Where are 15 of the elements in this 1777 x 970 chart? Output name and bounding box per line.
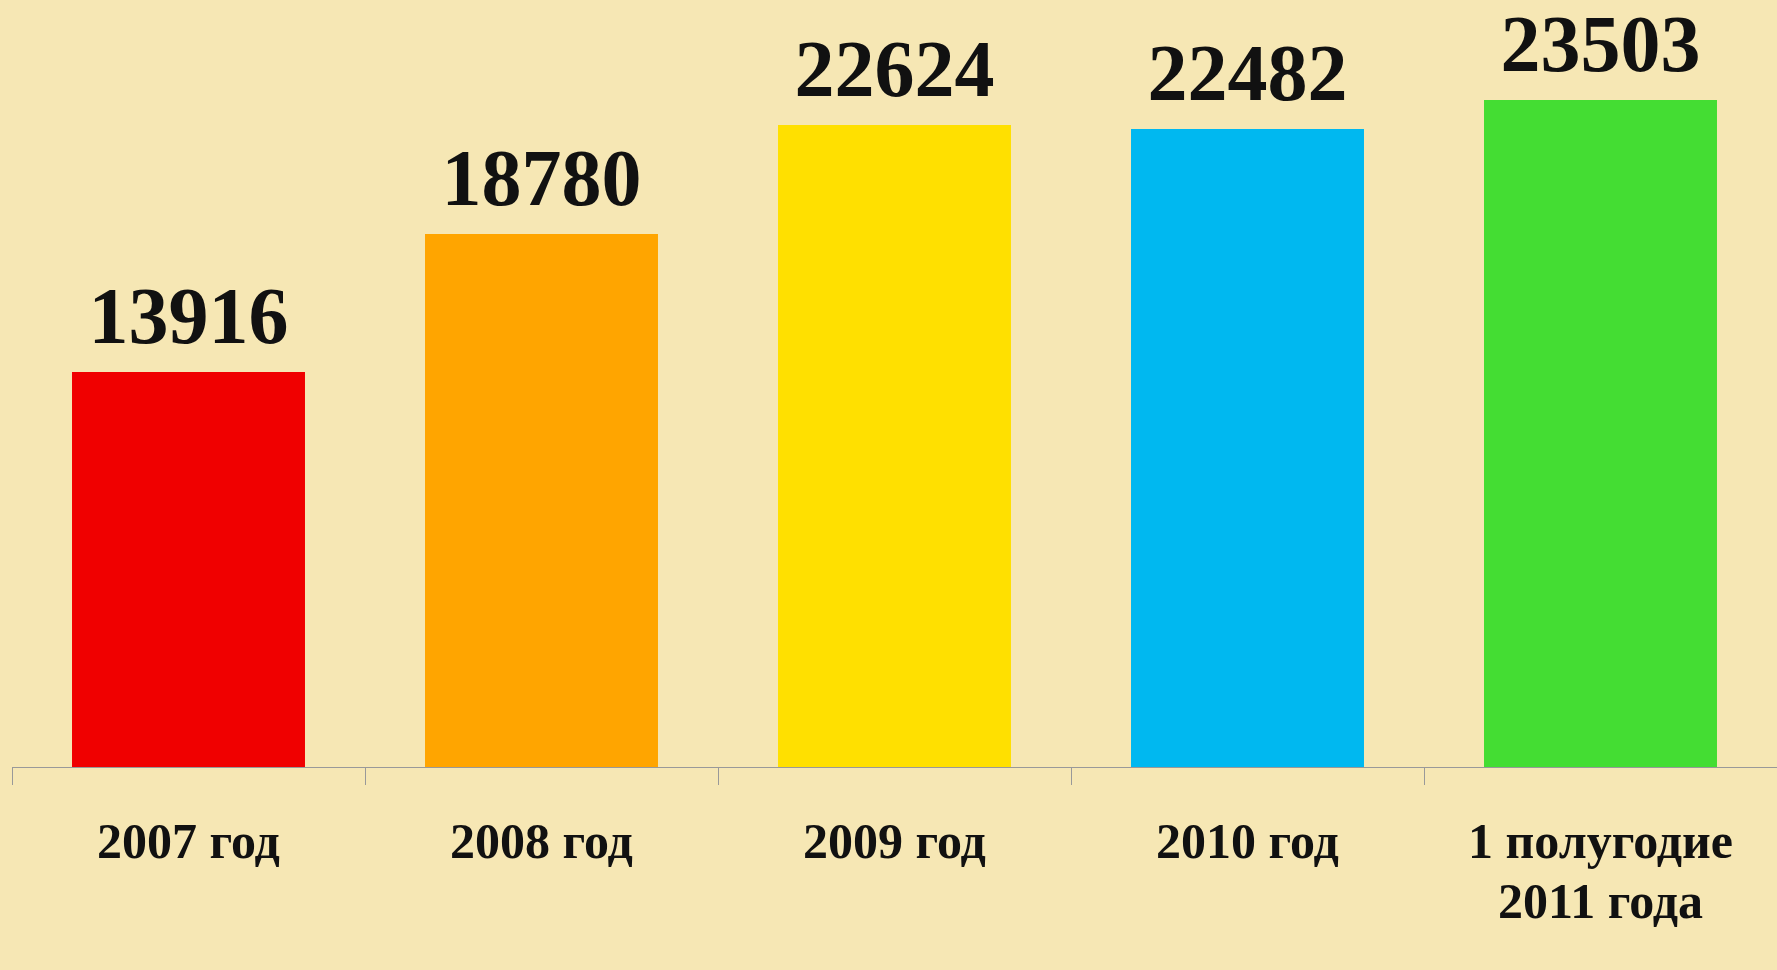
bar [1131, 129, 1364, 767]
data-label: 22482 [1147, 28, 1348, 117]
x-tick-label: 1 полугодие 2011 года [1467, 812, 1734, 929]
bar [425, 234, 658, 767]
bar [72, 372, 305, 767]
x-tick-label: 2008 год [450, 812, 633, 869]
data-label: 18780 [441, 133, 642, 222]
bar [778, 124, 1011, 767]
data-label: 13916 [88, 271, 289, 360]
bar [1484, 100, 1717, 767]
data-label: 22624 [794, 24, 995, 113]
x-tick-label: 2007 год [97, 812, 280, 869]
x-tick-label: 2010 год [1156, 812, 1339, 869]
x-tick-label: 2009 год [803, 812, 986, 869]
data-label: 23503 [1500, 0, 1701, 88]
